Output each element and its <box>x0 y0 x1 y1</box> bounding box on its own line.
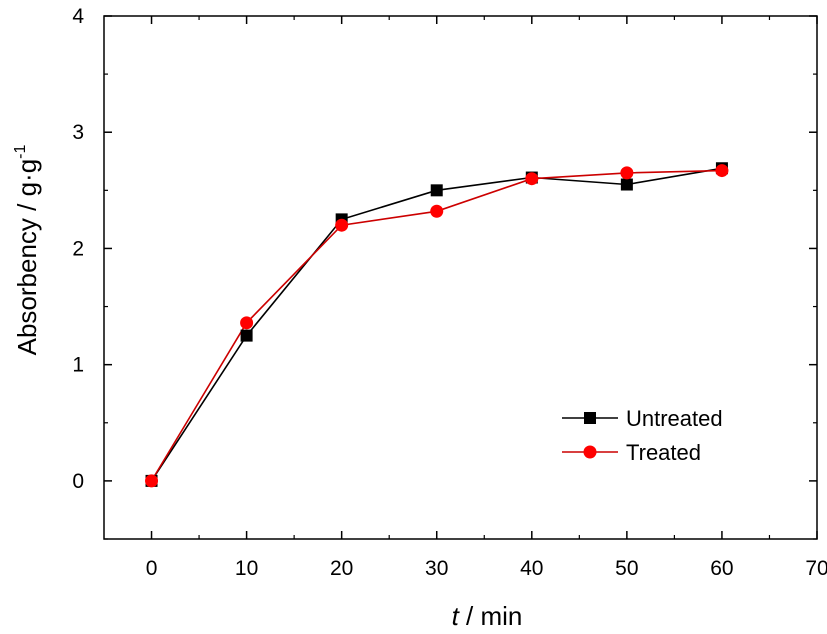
y-axis-title: Absorbency / g·g-1 <box>12 145 42 356</box>
data-point-treated <box>335 218 349 232</box>
legend-item-treated: Treated <box>562 440 701 465</box>
legend-marker-treated <box>583 445 597 459</box>
data-point-untreated <box>620 178 633 191</box>
x-tick-label: 40 <box>520 557 543 580</box>
x-axis-ticks: 0 10 20 30 40 50 60 70 <box>146 16 827 580</box>
x-tick-label: 60 <box>710 557 733 580</box>
legend-label-treated: Treated <box>626 440 701 465</box>
data-point-treated <box>430 204 444 218</box>
x-tick-label: 20 <box>330 557 353 580</box>
data-point-untreated <box>430 184 443 197</box>
y-axis-title-superscript: -1 <box>12 145 29 159</box>
x-axis-title-rest: / min <box>459 601 523 631</box>
data-point-treated <box>240 316 254 330</box>
data-point-treated <box>525 172 539 186</box>
y-tick-label: 1 <box>72 354 84 377</box>
data-point-treated <box>145 474 159 488</box>
legend-label-untreated: Untreated <box>626 406 723 431</box>
data-point-untreated <box>240 329 253 342</box>
x-tick-label: 0 <box>146 557 158 580</box>
legend-marker-untreated <box>584 412 596 424</box>
y-tick-label: 3 <box>72 121 84 144</box>
y-axis-title-base: Absorbency / g·g <box>12 159 42 356</box>
data-point-treated <box>715 164 729 178</box>
y-tick-label: 0 <box>72 470 84 493</box>
y-axis-ticks: 0 1 2 3 4 <box>72 5 817 540</box>
x-tick-label: 70 <box>805 557 827 580</box>
plot-area-frame <box>103 15 818 540</box>
y-tick-label: 2 <box>72 237 84 260</box>
legend: Untreated Treated <box>562 406 723 465</box>
data-point-treated <box>620 166 634 180</box>
x-tick-label: 50 <box>615 557 638 580</box>
legend-item-untreated: Untreated <box>562 406 723 431</box>
x-axis-title: t / min <box>452 601 523 631</box>
x-tick-label: 10 <box>235 557 258 580</box>
x-axis-title-italic: t <box>452 601 461 631</box>
x-tick-label: 30 <box>425 557 448 580</box>
series-layer <box>145 162 729 488</box>
y-tick-label: 4 <box>72 5 84 28</box>
